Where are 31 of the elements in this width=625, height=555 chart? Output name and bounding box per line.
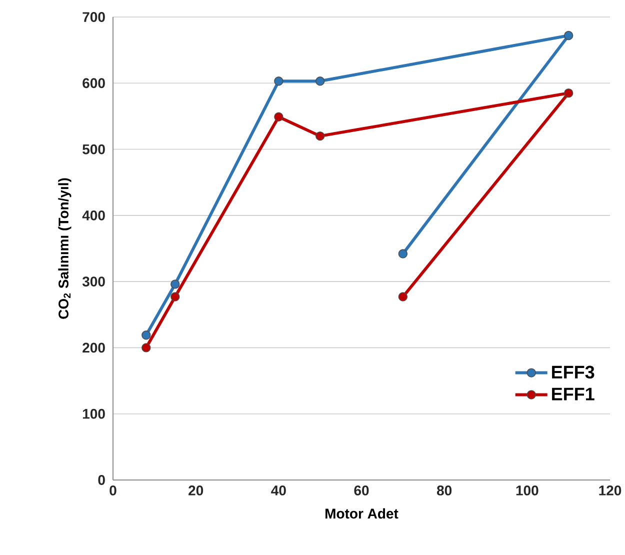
point	[170, 280, 180, 289]
point	[170, 292, 180, 302]
x-tick-label: 40	[271, 486, 286, 496]
legend-label: EFF3	[552, 366, 594, 379]
x-tick-label: 20	[188, 486, 204, 496]
point	[315, 76, 325, 86]
y-tick-label: 200	[82, 342, 105, 353]
y-axis-title: CO$_{2}$ Salınımı (Ton/yıl)	[58, 178, 72, 319]
point	[398, 292, 408, 302]
point	[398, 249, 408, 258]
point	[564, 88, 574, 98]
point	[142, 343, 151, 352]
x-tick-label: 100	[516, 486, 538, 496]
legend-label: EFF1	[552, 388, 594, 400]
x-tick-label: 120	[599, 486, 622, 496]
x-tick-label: 60	[354, 486, 369, 496]
point	[274, 76, 284, 86]
point	[142, 330, 151, 340]
y-tick-label: 100	[82, 408, 105, 419]
y-tick-label: 500	[82, 144, 105, 154]
y-tick-label: 600	[82, 78, 105, 88]
point	[564, 30, 574, 40]
x-tick-label: 0	[110, 486, 116, 496]
y-tick-label: 0	[98, 475, 105, 485]
point	[274, 112, 284, 122]
y-tick-label: 300	[82, 276, 105, 287]
y-tick-label: 400	[82, 210, 105, 220]
x-axis-title: Motor Adet	[326, 508, 398, 519]
x-tick-label: 80	[436, 486, 452, 496]
point	[315, 131, 325, 141]
y-tick-label: 700	[82, 12, 105, 22]
